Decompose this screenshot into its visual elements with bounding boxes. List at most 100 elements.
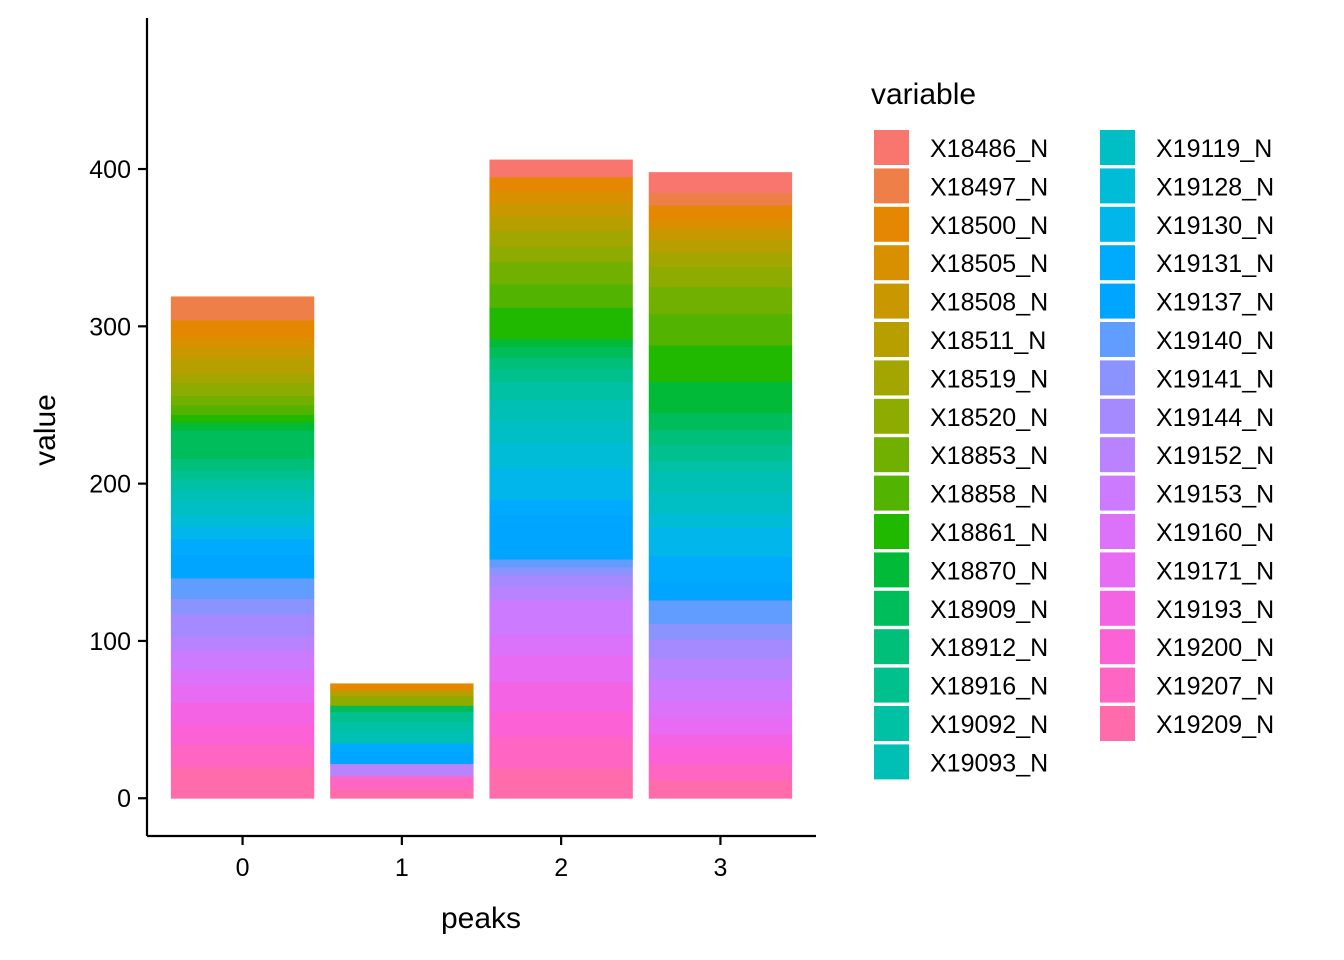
bar-segment-X19092_N-peak-0	[170, 478, 315, 491]
bar-segment-X18519_N-peak-0	[170, 373, 315, 384]
bar-segment-X19131_N-peak-3	[648, 555, 793, 582]
bar-segment-X19093_N-peak-3	[648, 471, 793, 494]
bar-segment-X18912_N-peak-3	[648, 430, 793, 445]
y-tick-label: 300	[89, 313, 131, 341]
legend-label: X19200_N	[1156, 634, 1274, 662]
bar-segment-X19119_N-peak-0	[170, 500, 315, 516]
bar-segment-X19153_N-peak-2	[489, 600, 633, 636]
legend-swatch	[1100, 667, 1135, 703]
x-tick-label: 0	[236, 854, 250, 882]
legend-swatch	[874, 590, 909, 626]
plot-area	[170, 159, 793, 799]
legend-swatch	[874, 245, 909, 281]
bar-segment-X18870_N-peak-2	[489, 338, 633, 348]
bar-segment-X18511_N-peak-1	[330, 689, 474, 697]
legend-label: X18853_N	[930, 442, 1048, 470]
legend-swatch	[1100, 360, 1135, 396]
legend-swatch	[1100, 706, 1135, 741]
legend-swatch	[874, 744, 909, 780]
legend-label: X19171_N	[1156, 557, 1274, 585]
legend-swatch	[1100, 437, 1135, 473]
legend-swatch	[1100, 552, 1135, 588]
legend-label: X19152_N	[1156, 442, 1274, 470]
legend-swatch	[874, 437, 909, 473]
legend-label: X19093_N	[930, 749, 1048, 777]
bar-segment-X19207_N-peak-0	[170, 744, 315, 768]
bar-segment-X18519_N-peak-3	[648, 252, 793, 267]
bar-segment-X18909_N-peak-0	[170, 430, 315, 459]
bar-segment-X18916_N-peak-0	[170, 469, 315, 480]
bar-segment-X19092_N-peak-2	[489, 381, 633, 401]
bar-segment-X18912_N-peak-0	[170, 458, 315, 470]
legend-swatch	[1100, 629, 1135, 665]
bar-segment-X19141_N-peak-2	[489, 567, 633, 576]
bar-segment-X19209_N-peak-3	[648, 779, 793, 799]
legend-label: X19092_N	[930, 711, 1048, 739]
bar-segment-X19140_N-peak-3	[648, 600, 793, 625]
legend-label: X18912_N	[930, 634, 1048, 662]
bar-segment-X19171_N-peak-0	[170, 684, 315, 703]
bar-segment-X19160_N-peak-2	[489, 634, 633, 656]
bar-segment-X19209_N-peak-0	[170, 766, 315, 799]
bar-segment-X18520_N-peak-3	[648, 266, 793, 288]
bar-segment-X18486_N-peak-2	[489, 159, 633, 178]
bar-segment-X18505_N-peak-2	[489, 191, 633, 205]
legend-swatch	[1100, 475, 1135, 511]
bar-segment-X18520_N-peak-2	[489, 246, 633, 263]
bar-segment-X18500_N-peak-3	[648, 205, 793, 220]
bar-segment-X19137_N-peak-0	[170, 554, 315, 579]
legend-label: X18916_N	[930, 673, 1048, 701]
bar-segment-X19140_N-peak-0	[170, 578, 315, 599]
y-tick-label: 100	[89, 628, 131, 656]
legend-swatch	[874, 475, 909, 511]
bar-segment-X19092_N-peak-1	[330, 721, 474, 732]
bar-segment-X18511_N-peak-0	[170, 357, 315, 374]
legend-label: X19128_N	[1156, 173, 1274, 201]
x-tick-label: 2	[554, 854, 568, 882]
bar-segment-X19137_N-peak-1	[330, 751, 474, 765]
legend-swatch	[874, 206, 909, 242]
bar-segment-X18861_N-peak-3	[648, 345, 793, 382]
legend-swatch	[874, 552, 909, 588]
bar-segment-X19209_N-peak-2	[489, 768, 633, 799]
bar-segment-X19128_N-peak-2	[489, 442, 633, 469]
bar-segment-X19130_N-peak-2	[489, 467, 633, 500]
bar-segment-X19209_N-peak-1	[330, 788, 474, 799]
bar-segment-X19160_N-peak-3	[648, 700, 793, 719]
bar-segment-X19152_N-peak-1	[330, 763, 474, 777]
legend-label: X19137_N	[1156, 289, 1274, 317]
legend-swatch	[874, 168, 909, 204]
y-axis-title: value	[29, 394, 62, 466]
x-axis: 0 1 2 3	[147, 834, 816, 882]
bar-segment-X18909_N-peak-3	[648, 412, 793, 431]
legend-label: X19130_N	[1156, 212, 1274, 240]
bar-segment-X18519_N-peak-2	[489, 230, 633, 247]
legend-label: X18486_N	[930, 135, 1048, 163]
bar-segment-X19128_N-peak-0	[170, 515, 315, 527]
bar-segment-X18858_N-peak-2	[489, 283, 633, 308]
bar-segment-X18909_N-peak-2	[489, 346, 633, 359]
bar-segment-X19193_N-peak-0	[170, 702, 315, 725]
bar-segment-X18870_N-peak-3	[648, 381, 793, 414]
bar-segment-X18497_N-peak-3	[648, 192, 793, 206]
bar-segment-X19119_N-peak-2	[489, 420, 633, 444]
bar-segment-X18500_N-peak-0	[170, 320, 315, 338]
bar-segment-X19171_N-peak-2	[489, 655, 633, 683]
bar-segment-X19160_N-peak-0	[170, 669, 315, 686]
bar-segment-X19144_N-peak-2	[489, 574, 633, 587]
x-axis-title: peaks	[441, 902, 521, 935]
legend-label: X18858_N	[930, 481, 1048, 509]
legend-swatch	[874, 283, 909, 319]
bar-segment-X18861_N-peak-0	[170, 414, 315, 423]
legend-swatch	[1100, 283, 1135, 319]
bar-segment-X18508_N-peak-2	[489, 203, 633, 217]
bar-segment-X18497_N-peak-0	[170, 296, 315, 321]
bar-segment-X18505_N-peak-0	[170, 337, 315, 348]
bar-segment-X18912_N-peak-2	[489, 357, 633, 370]
x-tick-label: 3	[713, 854, 727, 882]
legend-label: X19153_N	[1156, 481, 1274, 509]
bar-segment-X19171_N-peak-3	[648, 718, 793, 735]
legend-swatch	[1100, 245, 1135, 281]
legend-swatch	[1100, 168, 1135, 204]
bar-segment-X18505_N-peak-3	[648, 219, 793, 230]
